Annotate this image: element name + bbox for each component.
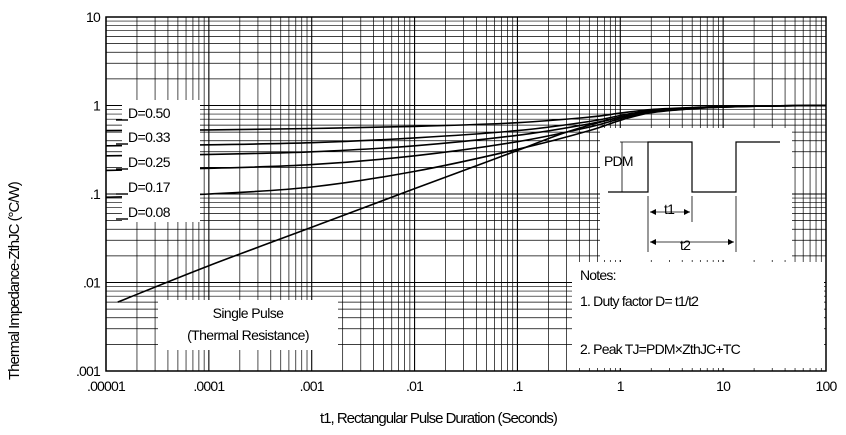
duty-label: D=0.50 (128, 105, 171, 121)
series-line (117, 104, 827, 303)
duty-label: D=0.17 (128, 179, 171, 195)
duty-label: D=0.25 (128, 154, 171, 170)
y-tick-labels: .001 .01 .1 1 10 (76, 9, 102, 379)
notes-box (572, 262, 824, 368)
t1-inset-label: t1 (664, 201, 675, 217)
thermal-resistance-label: (Thermal Resistance) (187, 327, 309, 343)
x-tick-label: 100 (816, 378, 838, 394)
x-tick-labels: .00001 .0001 .001 .01 .1 1 10 100 (87, 378, 838, 394)
duty-labels: D=0.50 D=0.33 D=0.25 D=0.17 D=0.08 (116, 100, 200, 222)
duty-label: D=0.33 (128, 129, 171, 145)
note-1: 1. Duty factor D= t1/t2 (580, 293, 699, 309)
pulse-waveform-inset: PDM t1 t2 (600, 128, 792, 260)
series-curves (105, 104, 827, 303)
x-tick-label: .0001 (193, 378, 225, 394)
x-tick-label: .001 (300, 378, 325, 394)
y-tick-label: .1 (90, 186, 101, 202)
grid-lines (105, 17, 826, 372)
y-axis-label: Thermal Impedance-ZthJC (°C/W) (6, 182, 23, 380)
x-tick-label: 10 (716, 378, 731, 394)
plot-frame (105, 16, 827, 372)
x-tick-label: .01 (406, 378, 424, 394)
note-2: 2. Peak TJ=PDM×ZthJC+TC (580, 341, 741, 357)
pdm-label: PDM (604, 153, 633, 169)
x-tick-label: .1 (512, 378, 523, 394)
single-pulse-label: Single Pulse (213, 305, 284, 321)
y-tick-label: .001 (76, 363, 101, 379)
x-tick-label: 1 (617, 378, 625, 394)
single-pulse-box (158, 300, 338, 350)
x-axis-label: t1, Rectangular Pulse Duration (Seconds) (320, 410, 558, 427)
y-tick-label: 1 (93, 98, 101, 114)
x-tick-label: .00001 (87, 378, 126, 394)
duty-label: D=0.08 (128, 204, 171, 220)
duty-label-box (122, 100, 200, 222)
y-tick-label: 10 (86, 9, 101, 25)
y-tick-label: .01 (83, 275, 101, 291)
notes-title: Notes: (580, 267, 616, 283)
t2-inset-label: t2 (680, 237, 691, 253)
